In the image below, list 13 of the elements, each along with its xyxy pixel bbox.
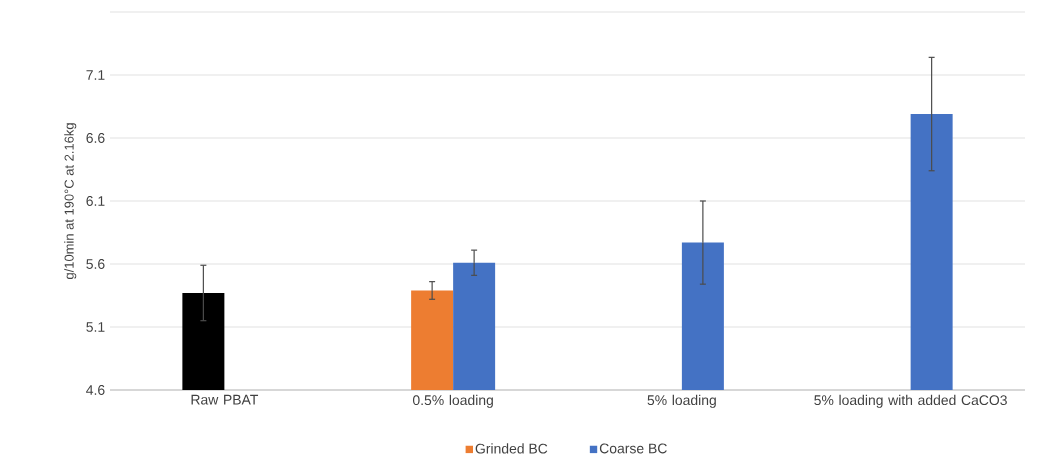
y-axis-title: g/10min at 190°C at 2.16kg — [64, 123, 77, 279]
y-tick-label: 4.6 — [86, 385, 105, 395]
y-tick-label: 6.6 — [86, 133, 105, 143]
x-tick-label: 0.5% loading — [412, 394, 493, 408]
y-tick-label: 5.1 — [86, 322, 105, 332]
legend-label: Grinded BC — [475, 443, 548, 454]
y-tick-label: 6.1 — [86, 196, 105, 206]
y-tick-label: 7.1 — [86, 70, 105, 80]
x-tick-label: 5% loading — [647, 394, 716, 408]
y-tick-label: 5.6 — [86, 259, 105, 269]
x-tick-label: 5% loading with added CaCO3 — [814, 394, 1007, 408]
x-tick-label: Raw PBAT — [191, 394, 259, 405]
legend-label: Coarse BC — [599, 443, 667, 454]
